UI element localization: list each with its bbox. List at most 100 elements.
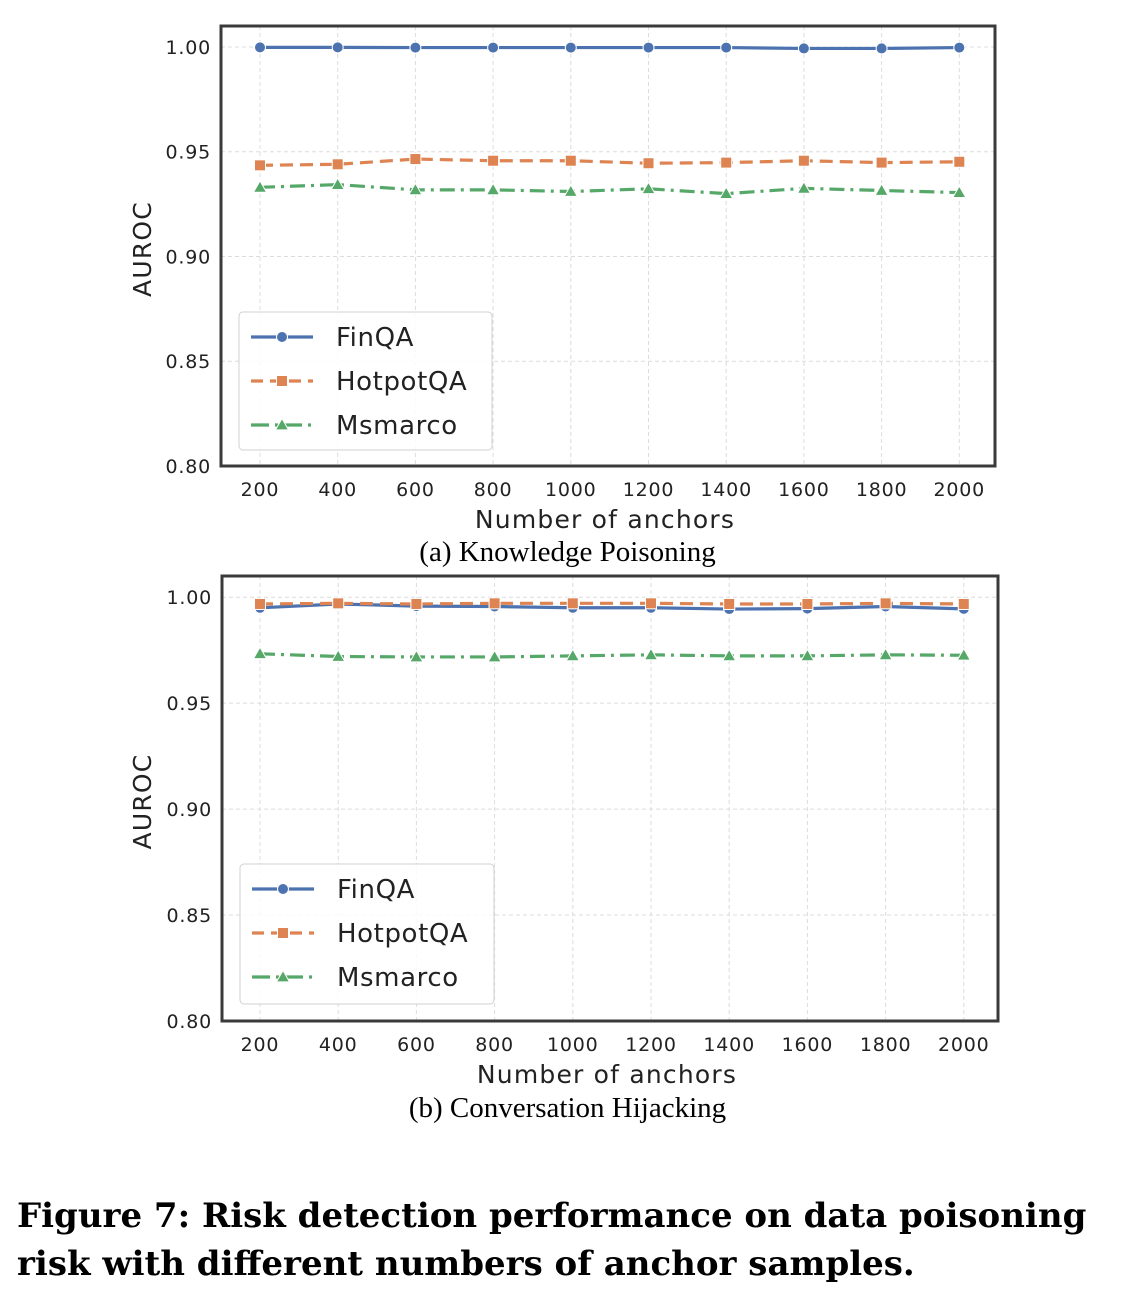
data-point-msmarco [956,647,972,661]
x-tick-label: 800 [475,1034,514,1056]
data-point-finqa [254,41,266,54]
y-tick-label: 0.90 [166,799,212,821]
x-axis-title: Number of anchors [475,505,735,534]
legend: FinQA HotpotQA Msmarco [239,863,495,1005]
legend-marker-msmarco [275,969,291,983]
legend-label: Msmarco [337,963,459,993]
x-tick-label: 400 [318,479,357,501]
legend-label: FinQA [337,875,415,905]
data-point-msmarco [874,182,889,196]
data-point-msmarco [330,177,346,190]
x-tick-label: 1600 [778,479,830,501]
data-point-msmarco [563,184,579,197]
series-finqa [254,41,966,55]
series-line-hotpotqa [259,601,964,606]
data-point-hotpotqa [953,155,966,168]
y-tick-label: 1.00 [166,587,212,609]
data-point-hotpotqa [410,597,423,610]
data-point-finqa [797,42,810,55]
plot-frame [220,574,1000,1023]
legend-marker-finqa [276,331,288,343]
legend-item-msmarco: Msmarco [252,963,459,993]
legend-marker-finqa [277,883,289,895]
plot-frame [219,24,997,468]
x-tick-label: 400 [319,1034,358,1056]
x-tick-label: 600 [397,1034,436,1056]
y-tick-label: 0.80 [166,1011,212,1033]
x-tick-label: 800 [474,479,513,501]
legend: FinQA HotpotQA Msmarco [238,311,493,451]
chart-knowledge-poisoning: 0.80 0.85 0.90 0.95 1.00 200 400 600 800 1000 1200… [128,24,997,534]
x-tick-label: 1800 [860,1034,912,1056]
data-point-hotpotqa [723,597,736,610]
data-point-msmarco [796,180,812,194]
x-tick-label: 1600 [782,1034,834,1056]
chart-conversation-hijacking: 0.80 0.85 0.90 0.95 1.00 200 400 600 800 1000 1200… [128,574,1000,1089]
data-point-msmarco [487,649,502,663]
series-finqa [254,597,970,616]
data-point-msmarco [643,647,659,661]
x-tick-label: 200 [241,1034,280,1056]
legend-label: FinQA [336,323,414,353]
legend-item-hotpotqa: HotpotQA [252,919,468,949]
y-tick-label: 0.80 [165,456,211,478]
legend-marker-hotpotqa [276,375,288,387]
data-point-msmarco [565,648,581,662]
x-tick-labels: 200 400 600 800 1000 1200 1400 1600 1800 2000 [241,479,985,501]
series-hotpotqa [254,597,970,610]
legend-marker-msmarco [274,417,290,431]
legend-item-hotpotqa: HotpotQA [251,367,467,397]
x-tick-labels: 200 400 600 800 1000 1200 1400 1600 1800 2000 [241,1034,989,1056]
legend-label: Msmarco [336,411,458,441]
data-point-hotpotqa [957,597,970,610]
data-point-msmarco [800,648,815,662]
data-point-finqa [720,41,733,54]
data-point-msmarco [330,649,346,662]
series-msmarco [252,177,967,199]
data-point-hotpotqa [720,156,733,169]
y-axis-title: AUROC [128,754,157,850]
legend-label: HotpotQA [336,367,467,397]
x-tick-label: 1200 [625,1034,677,1056]
legend-marker-hotpotqa [277,927,289,939]
data-point-finqa [642,41,655,54]
figure-caption: Figure 7: Risk detection performance on … [17,1196,1087,1284]
data-point-hotpotqa [254,597,266,610]
series-line-msmarco [259,652,964,659]
data-point-msmarco [409,649,424,663]
data-point-msmarco [951,185,967,198]
data-point-hotpotqa [331,158,344,171]
legend-box [238,311,493,451]
data-point-msmarco [721,648,737,662]
data-point-msmarco [408,182,423,196]
y-tick-label: 0.85 [166,905,212,927]
data-point-msmarco [485,182,501,196]
data-point-hotpotqa [487,154,500,167]
x-tick-label: 1400 [700,479,752,501]
subfigure-caption-b: (b) Conversation Hijacking [408,1092,727,1124]
data-point-hotpotqa [332,597,345,610]
data-point-hotpotqa [488,597,501,610]
subfigure-caption-a: (a) Knowledge Poisoning [419,536,716,568]
x-tick-label: 1800 [856,479,908,501]
series-line-finqa [260,45,960,51]
data-point-hotpotqa [879,597,892,610]
data-point-hotpotqa [409,153,422,166]
data-point-finqa [953,41,966,54]
legend-label: HotpotQA [337,919,468,949]
data-point-hotpotqa [254,159,266,172]
data-point-hotpotqa [645,597,657,610]
data-point-hotpotqa [564,154,577,167]
x-tick-label: 200 [241,479,280,501]
y-axis-title: AUROC [128,201,157,297]
y-tick-label: 0.85 [165,351,211,373]
data-point-finqa [875,42,888,55]
data-point-finqa [564,41,577,54]
series-hotpotqa [254,153,966,172]
data-point-hotpotqa [801,597,814,610]
x-tick-label: 1000 [547,1034,599,1056]
legend-item-msmarco: Msmarco [251,411,458,441]
data-point-finqa [487,41,500,54]
x-tick-label: 600 [396,479,435,501]
y-tick-label: 0.90 [165,246,211,268]
